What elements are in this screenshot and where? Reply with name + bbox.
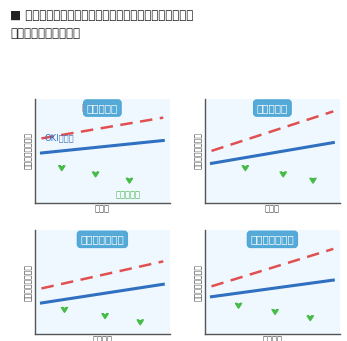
Text: 目指す方向: 目指す方向: [116, 190, 141, 199]
Y-axis label: エネルギー使用量: エネルギー使用量: [24, 132, 33, 169]
X-axis label: 従業員数: 従業員数: [92, 336, 112, 341]
Y-axis label: エネルギー使用量: エネルギー使用量: [194, 132, 203, 169]
X-axis label: 従業員数: 従業員数: [262, 336, 282, 341]
Y-axis label: エネルギー使用量: エネルギー使用量: [24, 264, 33, 301]
X-axis label: 生産量: 生産量: [265, 204, 280, 213]
Y-axis label: エネルギー使用量: エネルギー使用量: [194, 264, 203, 301]
Text: 無対策の場合: 無対策の場合: [82, 103, 112, 113]
Text: 大規模オフィス: 大規模オフィス: [251, 234, 294, 244]
X-axis label: 生産量: 生産量: [95, 204, 110, 213]
Text: 加工系工場: 加工系工場: [87, 103, 118, 113]
Text: OKIの現状: OKIの現状: [44, 134, 74, 143]
Text: 小規模オフィス: 小規模オフィス: [81, 234, 124, 244]
Text: ■ エネルギー使用量と生産量や従業員数の関係から見た
　拠点特性のイメージ: ■ エネルギー使用量と生産量や従業員数の関係から見た 拠点特性のイメージ: [10, 9, 194, 40]
Text: 組立系工場: 組立系工場: [257, 103, 288, 113]
